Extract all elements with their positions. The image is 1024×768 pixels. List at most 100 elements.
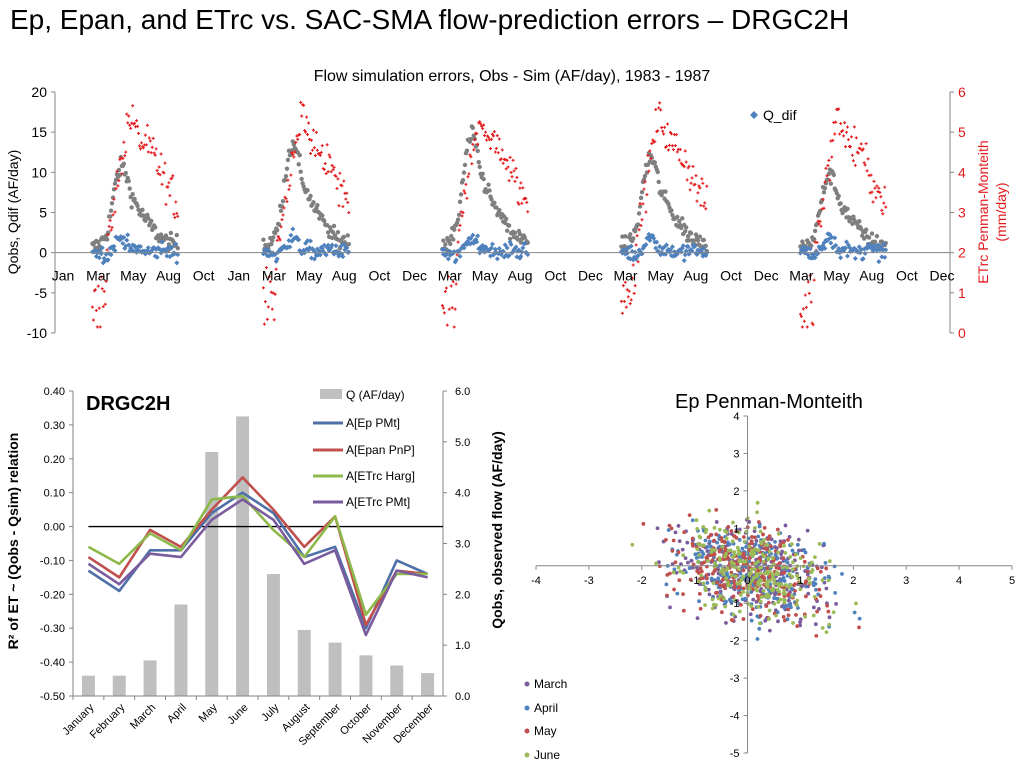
may-point bbox=[714, 507, 719, 512]
etrc-point bbox=[830, 155, 834, 159]
q-dif-point bbox=[325, 242, 331, 248]
june-point bbox=[753, 562, 758, 566]
june-point bbox=[759, 595, 764, 599]
etrc-point bbox=[515, 175, 519, 179]
etrc-point bbox=[700, 177, 704, 181]
march-point bbox=[806, 591, 811, 596]
june-point bbox=[724, 568, 729, 572]
etrc-point bbox=[815, 240, 819, 244]
etrc-point bbox=[868, 191, 872, 195]
etrc-point bbox=[495, 134, 499, 138]
qobs-point bbox=[872, 239, 878, 245]
top-y-tick-label: 10 bbox=[31, 164, 47, 180]
may-point bbox=[735, 562, 740, 567]
april-point bbox=[795, 542, 800, 547]
etrc-point bbox=[493, 150, 497, 154]
etrc-point bbox=[874, 196, 878, 200]
qobs-point bbox=[460, 177, 466, 183]
qobs-point bbox=[497, 208, 502, 213]
april-point bbox=[813, 577, 818, 582]
etrc-point bbox=[822, 206, 826, 210]
etrc-point bbox=[163, 161, 167, 165]
etrc-point bbox=[844, 145, 848, 149]
etrc-point bbox=[802, 319, 806, 323]
etrc-point bbox=[508, 155, 512, 159]
june-point bbox=[765, 584, 770, 589]
april-point bbox=[705, 544, 710, 549]
q-dif-point bbox=[669, 244, 675, 250]
june-point bbox=[731, 520, 735, 525]
etrc-point bbox=[883, 185, 887, 189]
etrc-point bbox=[347, 211, 351, 215]
etrc-point bbox=[478, 120, 482, 124]
qobs-point bbox=[298, 169, 303, 174]
top-y-tick-label: -5 bbox=[35, 285, 48, 301]
q-dif-point bbox=[881, 241, 887, 247]
etrc-point bbox=[812, 278, 816, 282]
march-point bbox=[820, 565, 824, 570]
etrc-point bbox=[103, 302, 107, 306]
april-point bbox=[749, 590, 754, 594]
june-point bbox=[798, 580, 803, 585]
qobs-point bbox=[443, 242, 448, 247]
june-point bbox=[788, 555, 793, 559]
may-point bbox=[665, 572, 670, 577]
etrc-point bbox=[309, 152, 313, 156]
may-point bbox=[757, 520, 761, 524]
qobs-point bbox=[168, 230, 174, 236]
q-dif-point bbox=[504, 245, 510, 251]
qobs-point bbox=[112, 181, 118, 186]
etrc-point bbox=[153, 153, 157, 157]
bl-x-tick-label: February bbox=[88, 701, 128, 741]
q-dif-point bbox=[154, 254, 160, 260]
april-point bbox=[822, 541, 826, 546]
etrc-point bbox=[852, 125, 856, 129]
etrc-point bbox=[630, 276, 634, 280]
april-point bbox=[727, 542, 732, 547]
q-dif-point bbox=[653, 245, 659, 251]
qobs-point bbox=[840, 210, 845, 216]
april-point bbox=[664, 582, 669, 587]
etrc-point bbox=[623, 280, 627, 284]
etrc-point bbox=[454, 282, 458, 286]
qobs-point bbox=[680, 216, 685, 221]
etrc-point bbox=[107, 224, 111, 228]
etrc-point bbox=[318, 153, 322, 157]
may-point bbox=[741, 586, 746, 591]
march-point bbox=[680, 547, 685, 552]
may-point bbox=[671, 538, 676, 543]
june-point bbox=[776, 600, 781, 605]
april-point bbox=[740, 546, 745, 551]
etrc-point bbox=[320, 144, 324, 148]
etrc-point bbox=[441, 306, 445, 310]
may-point bbox=[815, 609, 819, 614]
june-point bbox=[810, 560, 814, 565]
june-point bbox=[725, 580, 730, 585]
june-point bbox=[779, 582, 783, 587]
etrc-point bbox=[467, 172, 471, 176]
q-dif-point bbox=[445, 256, 451, 262]
etrc-point bbox=[460, 214, 464, 218]
june-point bbox=[703, 588, 708, 593]
march-point bbox=[748, 612, 753, 617]
q-bar bbox=[112, 675, 126, 696]
march-point bbox=[798, 617, 803, 622]
june-point bbox=[786, 585, 791, 589]
june-point bbox=[756, 548, 761, 553]
etrc-point bbox=[145, 123, 149, 127]
june-point bbox=[676, 565, 681, 570]
q-dif-point bbox=[488, 245, 494, 251]
etrc-point bbox=[520, 201, 524, 205]
top-x-tick-label: Oct bbox=[896, 268, 918, 284]
etrc-point bbox=[634, 243, 638, 247]
etrc-point bbox=[497, 137, 501, 141]
q-dif-point bbox=[296, 237, 302, 243]
etrc-point bbox=[302, 103, 306, 107]
etrc-point bbox=[444, 286, 448, 290]
june-point bbox=[807, 581, 812, 585]
march-point bbox=[695, 565, 699, 570]
qobs-point bbox=[688, 231, 694, 236]
etrc-point bbox=[670, 144, 674, 148]
qobs-point bbox=[297, 153, 302, 158]
